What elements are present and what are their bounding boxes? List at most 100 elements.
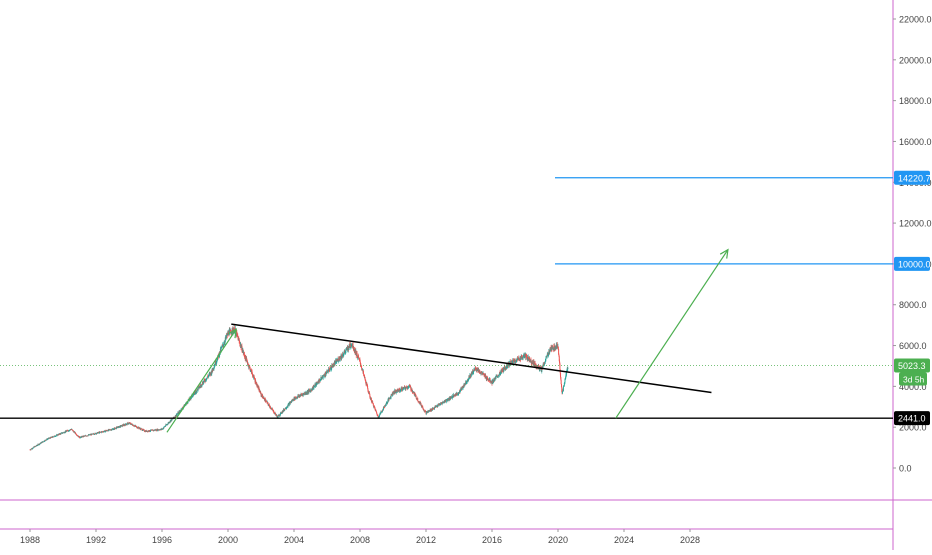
candle-body	[422, 408, 424, 410]
candle-body	[465, 382, 467, 384]
candle-body	[415, 394, 417, 396]
candle-body	[479, 370, 481, 373]
candle-body	[560, 377, 562, 381]
candle-body	[176, 414, 178, 416]
candle-body	[221, 347, 223, 349]
candle-body	[59, 433, 61, 435]
candle-body	[495, 376, 497, 378]
candle-body	[217, 357, 219, 361]
candle-body	[220, 348, 222, 352]
candle-body	[449, 397, 451, 400]
candle-body	[263, 398, 265, 399]
candle-body	[282, 410, 284, 413]
candle-body	[87, 435, 89, 437]
candle-body	[468, 376, 470, 378]
candle-body	[202, 382, 204, 385]
candle-body	[114, 427, 116, 429]
candle-body	[468, 377, 470, 379]
candle-body	[96, 432, 98, 434]
candle-body	[492, 379, 494, 383]
candle-body	[447, 399, 449, 401]
candle-body	[227, 332, 229, 336]
candle-body	[531, 361, 533, 363]
candle-body	[453, 394, 455, 397]
candle-body	[163, 427, 165, 429]
candle-body	[556, 344, 558, 347]
candle-body	[462, 386, 464, 389]
candle-body	[326, 370, 328, 372]
candle-body	[498, 375, 500, 377]
candle-body	[201, 385, 203, 387]
candle-body	[372, 403, 374, 406]
candle-body	[141, 429, 143, 431]
candle-body	[180, 409, 182, 411]
candle-body	[258, 387, 260, 392]
candle-body	[281, 413, 283, 414]
x-tick-label: 2004	[284, 535, 304, 545]
candle-body	[202, 384, 204, 385]
candle-body	[61, 432, 63, 434]
candle-body	[276, 415, 278, 417]
candle-body	[223, 342, 225, 345]
candle-body	[547, 355, 549, 356]
candle-body	[353, 348, 355, 350]
candle-body	[143, 429, 145, 432]
candle-body	[342, 354, 344, 356]
candle-body	[475, 369, 477, 371]
y-tick-label: 4000.0	[899, 382, 927, 392]
candle-body	[495, 376, 497, 377]
candle-body	[402, 388, 404, 390]
candle-body	[197, 387, 199, 390]
candle-body	[533, 361, 535, 364]
candle-body	[397, 389, 399, 390]
candle-body	[128, 423, 130, 425]
candle-body	[523, 355, 525, 358]
candle-body	[55, 435, 57, 436]
candle-body	[526, 356, 528, 359]
candle-body	[430, 408, 432, 411]
candle-body	[182, 407, 184, 409]
candle-body	[495, 377, 497, 378]
candle-body	[485, 375, 487, 379]
candle-body	[115, 428, 117, 430]
candle-body	[38, 444, 40, 446]
candle-body	[558, 354, 560, 357]
candle-body	[250, 370, 252, 372]
candle-body	[539, 369, 541, 370]
candle-body	[337, 358, 339, 362]
candle-body	[344, 351, 346, 353]
candle-body	[110, 429, 112, 431]
candle-body	[326, 370, 328, 374]
candle-body	[562, 386, 564, 392]
candle-body	[441, 402, 443, 404]
candle-body	[50, 437, 52, 438]
candle-body	[314, 385, 316, 387]
candle-body	[321, 377, 323, 380]
candle-body	[295, 397, 297, 399]
x-tick-label: 1996	[152, 535, 172, 545]
candle-body	[443, 402, 445, 404]
candle-body	[387, 401, 389, 403]
candle-body	[410, 386, 412, 390]
candle-body	[171, 418, 173, 421]
candle-body	[415, 395, 417, 399]
level-price-label-box	[894, 411, 930, 426]
candle-body	[384, 405, 386, 407]
candle-body	[286, 407, 288, 408]
candle-body	[369, 392, 371, 395]
candle-body	[529, 359, 531, 362]
candle-body	[520, 356, 522, 361]
candle-body	[545, 359, 547, 362]
candle-body	[487, 377, 489, 380]
candle-body	[422, 409, 424, 410]
candle-body	[155, 429, 157, 431]
candle-body	[390, 394, 392, 398]
candle-body	[54, 435, 56, 437]
candle-body	[549, 348, 551, 351]
candle-body	[352, 343, 354, 349]
candle-body	[81, 436, 83, 438]
candle-body	[529, 361, 531, 363]
candle-body	[319, 379, 321, 381]
